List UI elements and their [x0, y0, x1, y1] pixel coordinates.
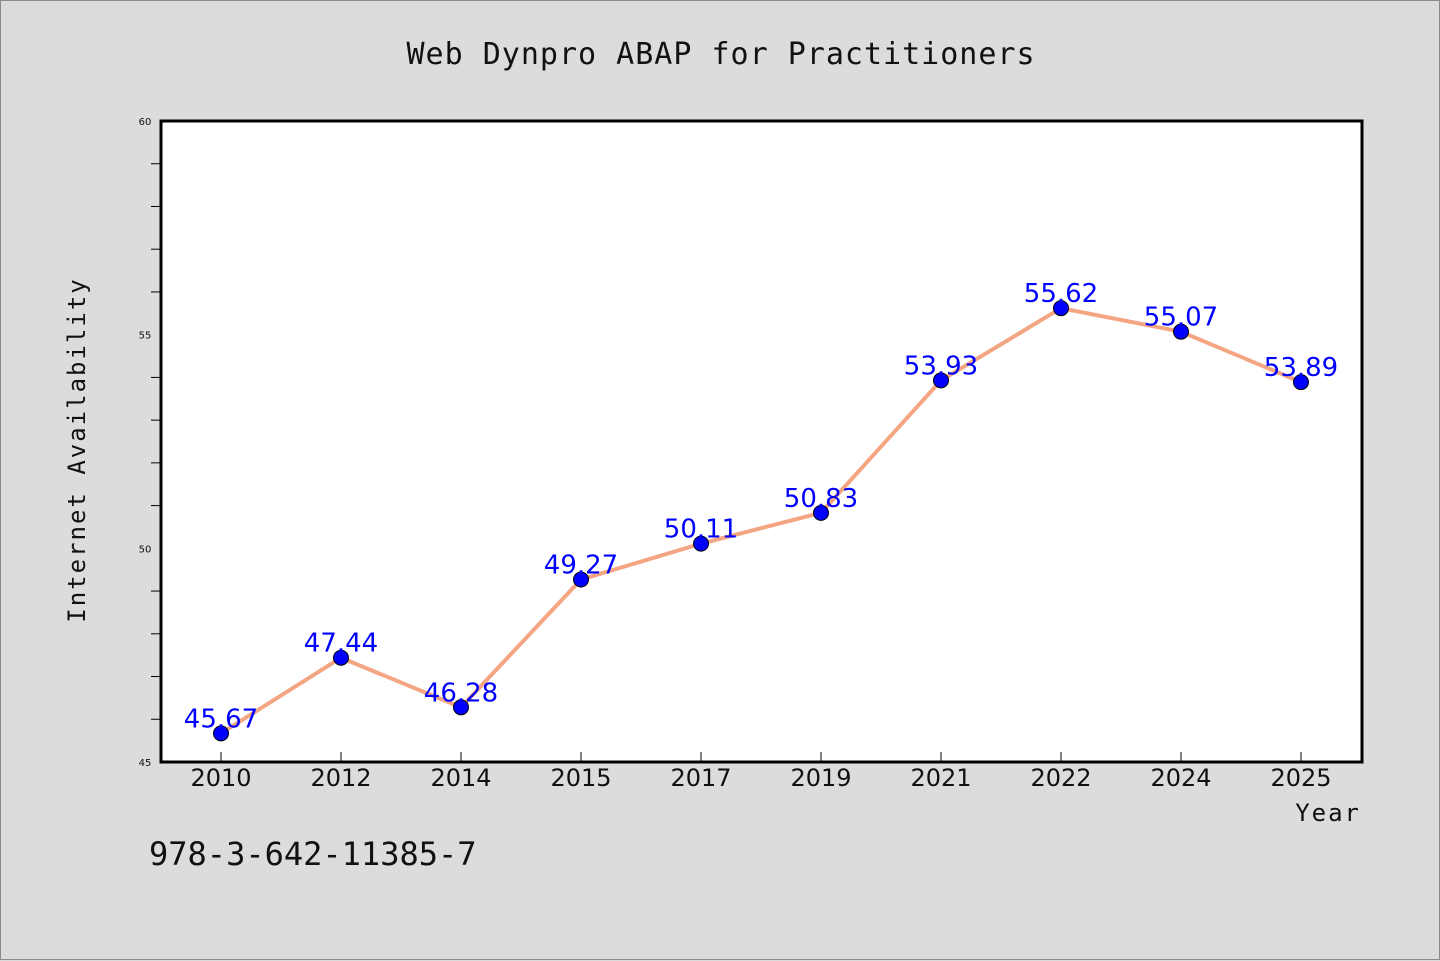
isbn-label: 978-3-642-11385-7 — [149, 835, 477, 873]
data-point — [333, 649, 349, 666]
data-point — [1173, 323, 1189, 340]
x-tick-label: 2019 — [790, 764, 851, 792]
data-label: 55.62 — [1024, 279, 1098, 309]
x-tick-label: 2021 — [910, 764, 971, 792]
y-tick-label: 50 — [139, 544, 152, 555]
data-point — [213, 725, 229, 742]
x-tick-label: 2015 — [550, 764, 611, 792]
y-axis-label: Internet Availability — [63, 277, 91, 622]
data-point — [573, 571, 589, 588]
y-axis-ticks: 45 50 55 60 — [139, 117, 161, 769]
series-line — [219, 306, 1302, 736]
data-label: 53.93 — [904, 351, 978, 381]
data-label: 46.28 — [424, 678, 498, 708]
y-tick-label: 55 — [139, 331, 152, 342]
x-tick-label: 2017 — [670, 764, 731, 792]
x-tick-label: 2010 — [190, 764, 251, 792]
data-label: 53.89 — [1264, 353, 1338, 383]
data-label: 50.83 — [784, 484, 858, 514]
x-tick-label: 2022 — [1030, 764, 1091, 792]
x-axis-label: Year — [1295, 799, 1361, 827]
data-label: 55.07 — [1144, 303, 1218, 333]
x-tick-label: 2024 — [1150, 764, 1211, 792]
data-points — [213, 300, 1309, 742]
data-label: 45.67 — [184, 704, 258, 734]
x-tick-label: 2025 — [1270, 764, 1331, 792]
data-point — [453, 699, 469, 716]
data-point — [693, 535, 709, 552]
x-tick-label: 2012 — [310, 764, 371, 792]
data-point — [1293, 374, 1309, 391]
y-tick-label: 45 — [139, 758, 152, 769]
data-label: 49.27 — [544, 551, 618, 581]
y-tick-label: 60 — [139, 117, 152, 128]
data-label: 50.11 — [664, 515, 738, 545]
data-point — [813, 504, 829, 521]
x-tick-label: 2014 — [430, 764, 491, 792]
data-label: 47.44 — [304, 629, 378, 659]
x-axis-ticks: 2010 2012 2014 2015 2017 2019 2021 2022 2024 2025 — [190, 752, 1332, 792]
plot-area — [159, 119, 1364, 764]
data-labels: 45.67 47.44 46.28 49.27 50.11 50.83 53.93 55.62… — [184, 279, 1338, 734]
chart-title: Web Dynpro ABAP for Practitioners — [406, 37, 1035, 72]
data-point — [1053, 300, 1069, 317]
data-point — [933, 372, 949, 389]
